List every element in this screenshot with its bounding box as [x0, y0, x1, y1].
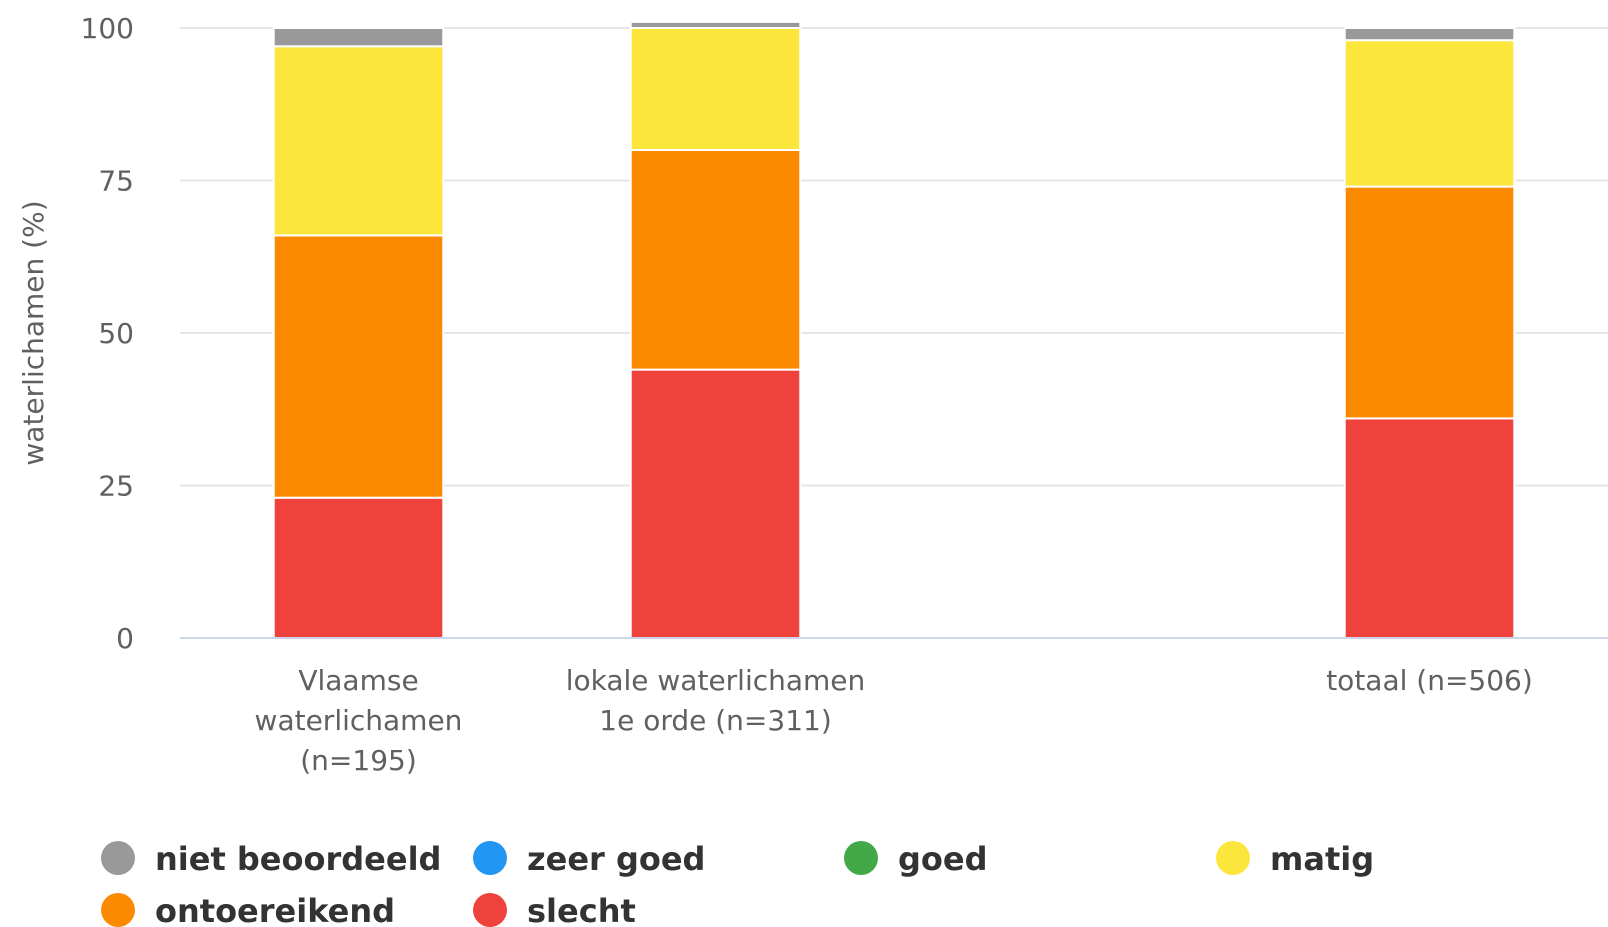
bar-segment-matig[interactable] [1343, 39, 1516, 188]
legend-label: matig [1270, 840, 1374, 878]
legend: niet beoordeeld zeer goed goed matig ontoere… [101, 840, 1374, 927]
y-tick-label: 100 [81, 12, 134, 45]
legend-item-matig[interactable]: matig [1216, 840, 1374, 878]
legend-item-goed[interactable]: goed [844, 840, 988, 878]
y-axis-ticks: 0 25 50 75 100 [81, 12, 134, 655]
bar-segment-niet-beoordeeld[interactable] [629, 20, 802, 29]
bar-segment-matig[interactable] [272, 45, 445, 237]
legend-label: ontoereikend [155, 892, 395, 927]
legend-label: slecht [527, 892, 636, 927]
legend-marker [1216, 841, 1250, 875]
x-category-label: (n=195) [300, 744, 417, 777]
y-tick-label: 0 [116, 622, 134, 655]
bar-segment-slecht[interactable] [272, 496, 445, 640]
bar-segment-ontoereikend[interactable] [272, 234, 445, 499]
y-tick-label: 50 [98, 317, 134, 350]
bar-segment-ontoereikend[interactable] [629, 149, 802, 371]
y-axis-title: waterlichamen (%) [17, 200, 50, 465]
legend-item-slecht[interactable]: slecht [473, 892, 636, 927]
bar-segment-slecht[interactable] [629, 368, 802, 639]
legend-marker [844, 841, 878, 875]
legend-item-ontoereikend[interactable]: ontoereikend [101, 892, 395, 927]
legend-marker [101, 893, 135, 927]
legend-marker [473, 893, 507, 927]
bar-segment-niet-beoordeeld[interactable] [1343, 27, 1516, 42]
legend-label: goed [898, 840, 988, 878]
x-axis-labels: Vlaamse waterlichamen (n=195) lokale waterl… [255, 664, 1533, 777]
bar-segment-slecht[interactable] [1343, 417, 1516, 639]
legend-item-niet-beoordeeld[interactable]: niet beoordeeld [101, 840, 441, 878]
y-tick-label: 75 [98, 165, 134, 198]
bar-segment-matig[interactable] [629, 27, 802, 151]
legend-marker [473, 841, 507, 875]
x-category-label: totaal (n=506) [1326, 664, 1533, 697]
x-category-label: waterlichamen [255, 704, 463, 737]
x-category-label: lokale waterlichamen [566, 664, 866, 697]
y-tick-label: 25 [98, 470, 134, 503]
bar-segment-ontoereikend[interactable] [1343, 185, 1516, 420]
bar-segment-niet-beoordeeld[interactable] [272, 27, 445, 48]
legend-label: zeer goed [527, 840, 705, 878]
legend-item-zeer-goed[interactable]: zeer goed [473, 840, 705, 878]
legend-label: niet beoordeeld [155, 840, 441, 878]
bars [272, 20, 1516, 640]
x-category-label: 1e orde (n=311) [599, 704, 832, 737]
legend-marker [101, 841, 135, 875]
x-category-label: Vlaamse [298, 664, 418, 697]
